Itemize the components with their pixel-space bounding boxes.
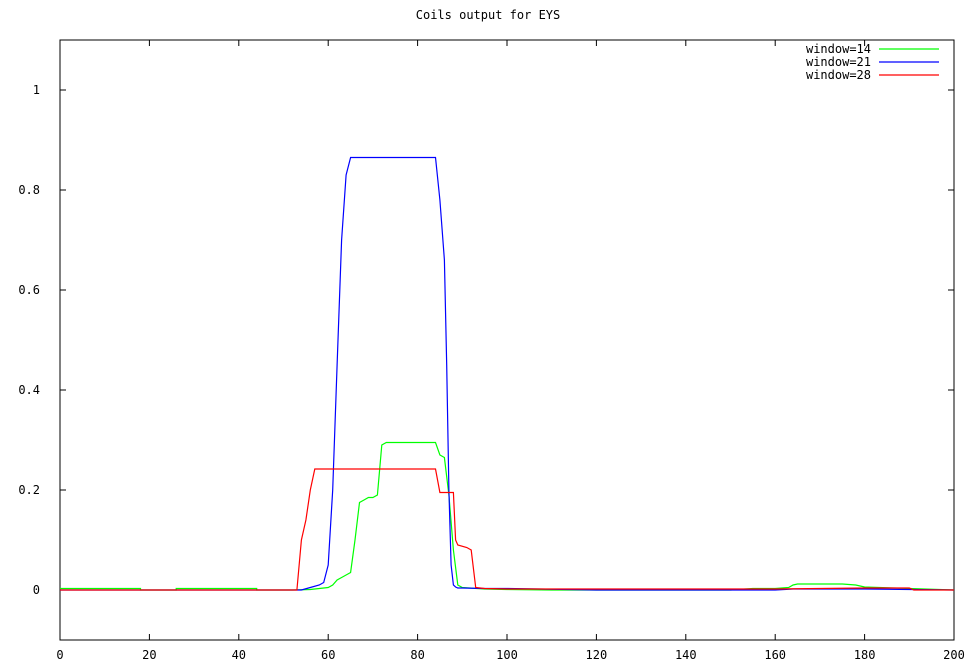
x-tick-label: 40 — [232, 648, 246, 662]
x-tick-label: 100 — [496, 648, 518, 662]
plot-frame — [59, 39, 955, 641]
series-line-window-28 — [60, 468, 954, 591]
y-tick-label: 0 — [33, 583, 40, 597]
y-tick-label: 0.8 — [18, 183, 40, 197]
x-tick-label: 80 — [410, 648, 424, 662]
legend-label: window=21 — [806, 55, 871, 69]
x-axis-tick-labels: 0 20 40 60 80 100 120 140 160 180 200 — [56, 648, 964, 662]
y-tick-label: 1 — [33, 83, 40, 97]
y-tick-label: 0.2 — [18, 483, 40, 497]
series-line-window-14 — [60, 441, 955, 591]
x-tick-label: 140 — [675, 648, 697, 662]
x-tick-label: 20 — [142, 648, 156, 662]
x-tick-label: 60 — [321, 648, 335, 662]
series-line-window-21 — [60, 156, 955, 591]
series-lines — [60, 156, 955, 591]
chart-title: Coils output for EYS — [416, 8, 561, 22]
y-axis-tick-labels: 0 0.2 0.4 0.6 0.8 1 — [18, 83, 40, 597]
x-tick-label: 120 — [586, 648, 608, 662]
x-tick-label: 160 — [764, 648, 786, 662]
y-tick-label: 0.4 — [18, 383, 40, 397]
legend-label: window=28 — [806, 68, 871, 82]
axis-ticks — [59, 40, 955, 640]
x-tick-label: 180 — [854, 648, 876, 662]
y-tick-label: 0.6 — [18, 283, 40, 297]
x-tick-label: 0 — [56, 648, 63, 662]
x-tick-label: 200 — [943, 648, 965, 662]
legend-label: window=14 — [806, 42, 871, 56]
